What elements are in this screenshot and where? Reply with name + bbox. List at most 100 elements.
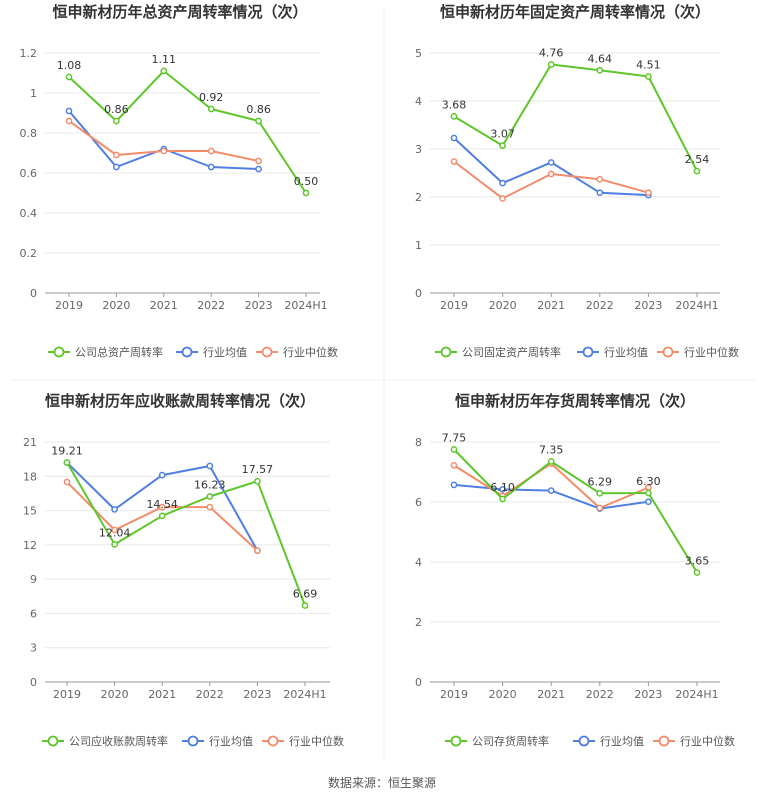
- x-tick-label: 2024H1: [675, 299, 718, 312]
- y-tick-label: 9: [30, 573, 37, 586]
- x-tick-label: 2023: [634, 299, 662, 312]
- data-point-company: [450, 446, 458, 453]
- y-tick-label: 0: [415, 676, 422, 689]
- series-line-avg: [453, 137, 649, 197]
- data-point-company: [254, 477, 261, 485]
- data-label: 14.54: [146, 498, 178, 511]
- y-tick-label: 0.2: [20, 247, 38, 260]
- y-tick-label: 3: [415, 143, 422, 156]
- x-tick-label: 2024H1: [675, 688, 718, 701]
- data-label: 1.11: [152, 53, 177, 66]
- data-point-company: [206, 493, 214, 500]
- series-line-median: [68, 120, 259, 162]
- data-label: 4.51: [636, 59, 661, 72]
- chart-title: 恒申新材历年固定资产周转率情况（次）: [440, 3, 710, 21]
- data-label: 3.65: [685, 555, 710, 568]
- legend-swatch-marker-avg: [578, 735, 590, 747]
- data-label: 7.35: [539, 444, 564, 457]
- legend-swatch-marker-company: [47, 735, 59, 747]
- data-label: 3.68: [442, 98, 467, 111]
- data-label: 6.30: [636, 475, 661, 488]
- x-tick-label: 2020: [102, 299, 130, 312]
- data-point-company: [450, 113, 458, 120]
- data-source-footer: 数据来源：恒生聚源: [328, 775, 436, 790]
- series-line-company: [453, 63, 698, 172]
- data-label: 6.10: [490, 481, 515, 494]
- legend-swatch-marker-median: [267, 735, 279, 747]
- data-point-company: [547, 61, 555, 68]
- y-tick-label: 0: [30, 287, 37, 300]
- x-tick-label: 2021: [150, 299, 178, 312]
- series-line-company: [453, 448, 698, 574]
- data-point-median: [547, 170, 555, 178]
- data-point-median: [254, 547, 261, 554]
- data-point-median: [63, 478, 71, 486]
- y-tick-label: 0: [30, 676, 37, 689]
- data-point-avg: [65, 107, 73, 115]
- data-point-avg: [207, 163, 215, 171]
- legend-label-avg: 行业均值: [600, 735, 644, 748]
- data-label: 0.86: [246, 103, 271, 116]
- data-point-median: [499, 195, 506, 202]
- y-tick-label: 0: [415, 287, 422, 300]
- data-label: 7.75: [442, 432, 467, 445]
- data-point-avg: [450, 481, 458, 489]
- legend-swatch-marker-avg: [582, 346, 594, 358]
- x-tick-label: 2023: [634, 688, 662, 701]
- series-line-avg: [68, 110, 259, 170]
- y-tick-label: 2: [415, 191, 422, 204]
- y-tick-label: 4: [415, 95, 422, 108]
- data-label: 6.69: [293, 588, 318, 601]
- y-tick-label: 1: [30, 87, 37, 100]
- legend-swatch-marker-avg: [181, 346, 193, 358]
- x-tick-label: 2024H1: [283, 688, 326, 701]
- y-tick-label: 2: [415, 616, 422, 629]
- data-point-company: [160, 67, 168, 75]
- data-point-median: [207, 147, 215, 155]
- data-point-avg: [499, 486, 506, 493]
- x-tick-label: 2022: [196, 688, 224, 701]
- data-label: 17.57: [242, 463, 274, 476]
- data-point-avg: [450, 134, 458, 142]
- chart-title: 恒申新材历年存货周转率情况（次）: [455, 392, 695, 410]
- data-point-median: [255, 157, 262, 165]
- data-point-company: [693, 569, 701, 576]
- data-point-median: [113, 151, 120, 159]
- legend-label-avg: 行业均值: [203, 346, 247, 359]
- y-tick-label: 12: [23, 539, 37, 552]
- data-point-avg: [158, 471, 166, 479]
- data-point-company: [499, 142, 506, 149]
- y-tick-label: 0.4: [20, 207, 38, 220]
- legend-label-company: 公司存货周转率: [472, 734, 549, 748]
- data-point-company: [596, 66, 604, 74]
- data-point-avg: [113, 163, 120, 171]
- legend-swatch-marker-company: [53, 346, 65, 358]
- data-point-company: [301, 602, 309, 609]
- data-label: 2.54: [685, 153, 710, 166]
- data-point-company: [645, 489, 652, 497]
- legend-label-median: 行业中位数: [680, 734, 735, 748]
- x-tick-label: 2019: [55, 299, 83, 312]
- x-tick-label: 2020: [489, 299, 517, 312]
- y-tick-label: 1.2: [20, 47, 38, 60]
- y-tick-label: 8: [415, 436, 422, 449]
- data-point-median: [596, 504, 604, 512]
- series-line-median: [453, 462, 649, 509]
- legend-label-median: 行业中位数: [283, 345, 338, 359]
- series-line-company: [68, 70, 307, 194]
- legend-label-avg: 行业均值: [209, 735, 253, 748]
- data-point-median: [596, 175, 604, 183]
- legend-swatch-marker-median: [662, 346, 674, 358]
- data-point-median: [160, 147, 168, 155]
- legend-label-median: 行业中位数: [289, 734, 344, 748]
- x-tick-label: 2022: [586, 688, 614, 701]
- data-point-median: [206, 503, 214, 511]
- x-tick-label: 2022: [586, 299, 614, 312]
- data-point-company: [65, 73, 73, 81]
- data-point-avg: [111, 506, 118, 513]
- data-point-median: [158, 503, 166, 511]
- data-point-avg: [255, 165, 262, 173]
- y-tick-label: 18: [23, 470, 37, 483]
- series-line-company: [66, 461, 306, 606]
- data-point-company: [113, 117, 120, 125]
